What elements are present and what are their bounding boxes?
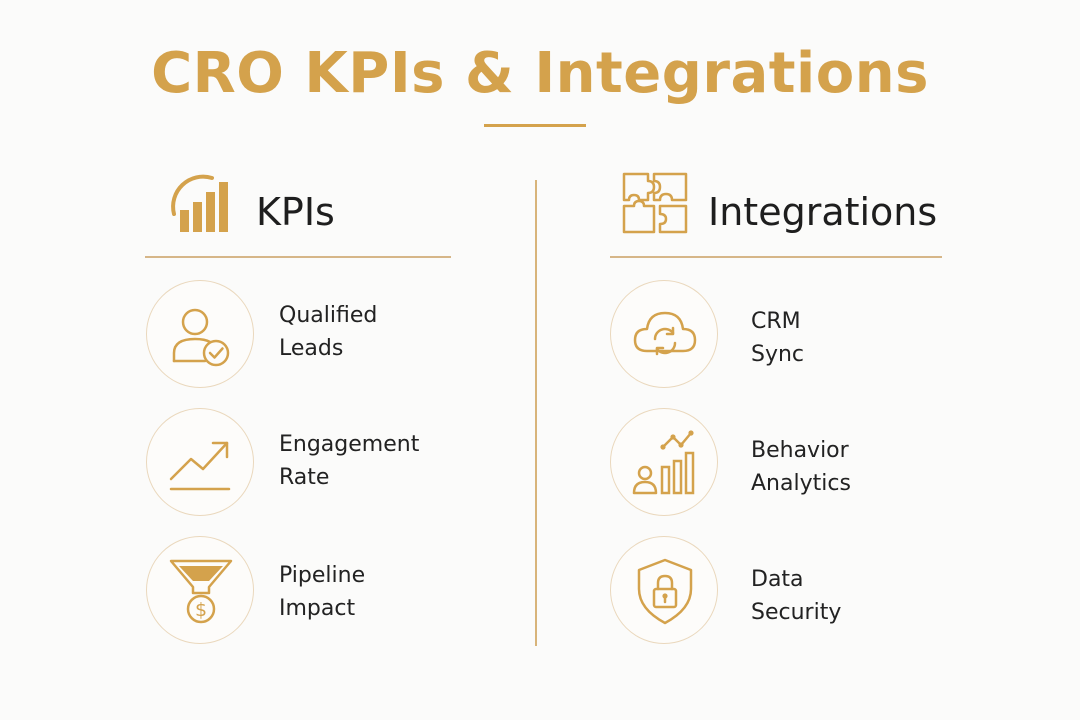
column-divider [535, 180, 537, 646]
puzzle-icon [622, 172, 688, 234]
qualified-lead-icon [172, 308, 230, 367]
crm-sync-badge [610, 280, 718, 388]
kpis-rule [145, 256, 451, 258]
kpis-heading: KPIs [256, 190, 335, 234]
integrations-rule [610, 256, 942, 258]
engagement-rate-badge [146, 408, 254, 516]
page-title: CRO KPIs & Integrations [151, 41, 929, 106]
svg-text:$: $ [195, 599, 207, 621]
data-security-badge [610, 536, 718, 644]
analytics-icon [632, 430, 695, 495]
data-security-label: Data Security [751, 567, 842, 625]
integrations-heading: Integrations [708, 190, 938, 234]
shield-lock-icon [637, 558, 693, 625]
behavior-analytics-badge [610, 408, 718, 516]
qualified-leads-label: Qualified Leads [279, 303, 378, 361]
engagement-rate-label: Engagement Rate [279, 432, 420, 490]
bar-chart-icon [171, 174, 228, 232]
behavior-analytics-label: Behavior Analytics [751, 438, 851, 496]
cloud-sync-icon [633, 311, 697, 356]
crm-sync-label: CRM Sync [751, 309, 805, 367]
pipeline-impact-badge: $ [146, 536, 254, 644]
title-underline [484, 124, 586, 127]
trend-up-icon [169, 441, 231, 491]
qualified-leads-badge [146, 280, 254, 388]
pipeline-impact-label: Pipeline Impact [279, 563, 366, 621]
funnel-dollar-icon: $ [169, 559, 233, 624]
